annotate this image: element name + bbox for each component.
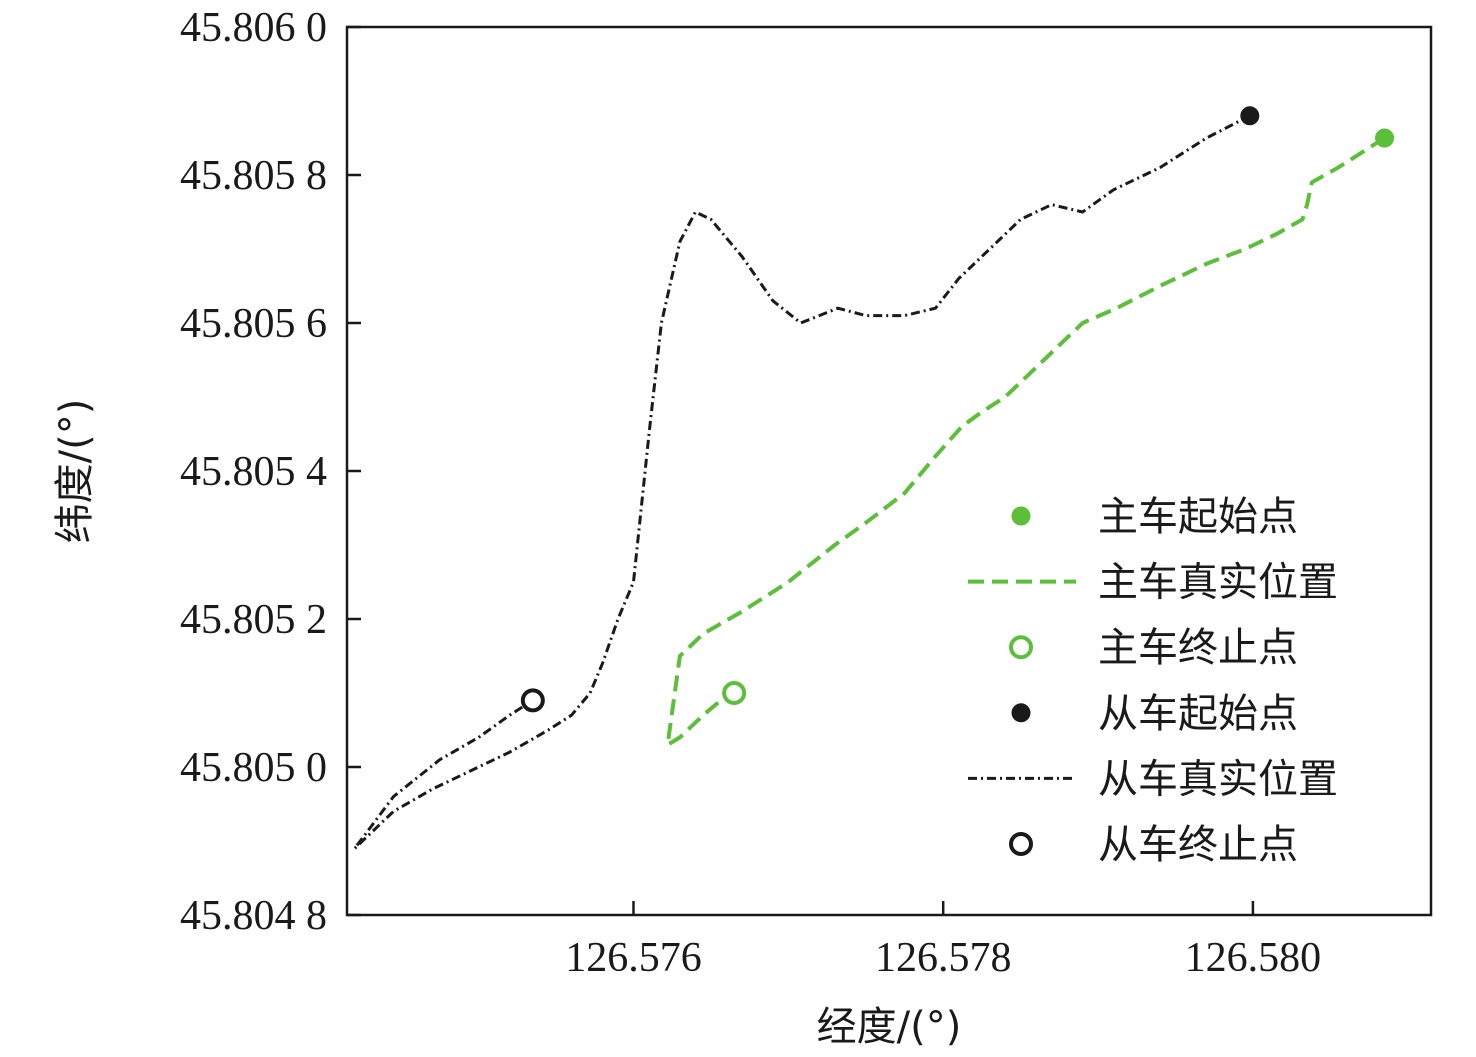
marker-layer — [520, 106, 1395, 713]
series-line — [353, 114, 1251, 850]
x-tick-label: 126.580 — [1185, 935, 1322, 981]
legend-label: 主车终止点 — [1098, 625, 1298, 671]
start-point-marker — [1375, 128, 1395, 148]
y-tick-label: 45.805 0 — [180, 745, 327, 791]
legend-label: 主车真实位置 — [1098, 560, 1338, 606]
y-tick-label: 45.806 0 — [180, 5, 327, 51]
y-axis-title: 纬度/(°) — [52, 399, 98, 544]
legend-swatch — [1011, 703, 1031, 723]
y-tick-label: 45.805 6 — [180, 301, 327, 347]
x-tick-label: 126.578 — [875, 935, 1012, 981]
end-point-marker — [520, 688, 545, 713]
series-layer — [353, 114, 1386, 850]
y-axis-ticks: 45.804 8 45.805 0 45.805 2 45.805 4 45.805 6… — [180, 5, 361, 939]
end-point-marker — [722, 681, 747, 705]
legend-label: 主车起始点 — [1098, 494, 1298, 540]
y-tick-label: 45.805 4 — [180, 449, 327, 495]
y-tick-label: 45.805 8 — [180, 153, 327, 199]
legend-label: 从车终止点 — [1098, 822, 1298, 868]
y-tick-label: 45.804 8 — [180, 893, 327, 939]
x-axis-title: 经度/(°) — [817, 1004, 962, 1050]
legend-swatch — [1011, 506, 1031, 526]
start-point-marker — [1240, 106, 1260, 126]
legend-label: 从车真实位置 — [1098, 756, 1338, 802]
legend-swatch — [1009, 635, 1033, 660]
legend-swatch — [1009, 832, 1033, 856]
x-axis-ticks: 126.576 126.578 126.580 — [565, 901, 1321, 981]
series-line — [665, 136, 1386, 747]
y-tick-label: 45.805 2 — [180, 597, 327, 643]
legend-label: 从车起始点 — [1098, 691, 1298, 737]
x-tick-label: 126.576 — [565, 935, 702, 981]
